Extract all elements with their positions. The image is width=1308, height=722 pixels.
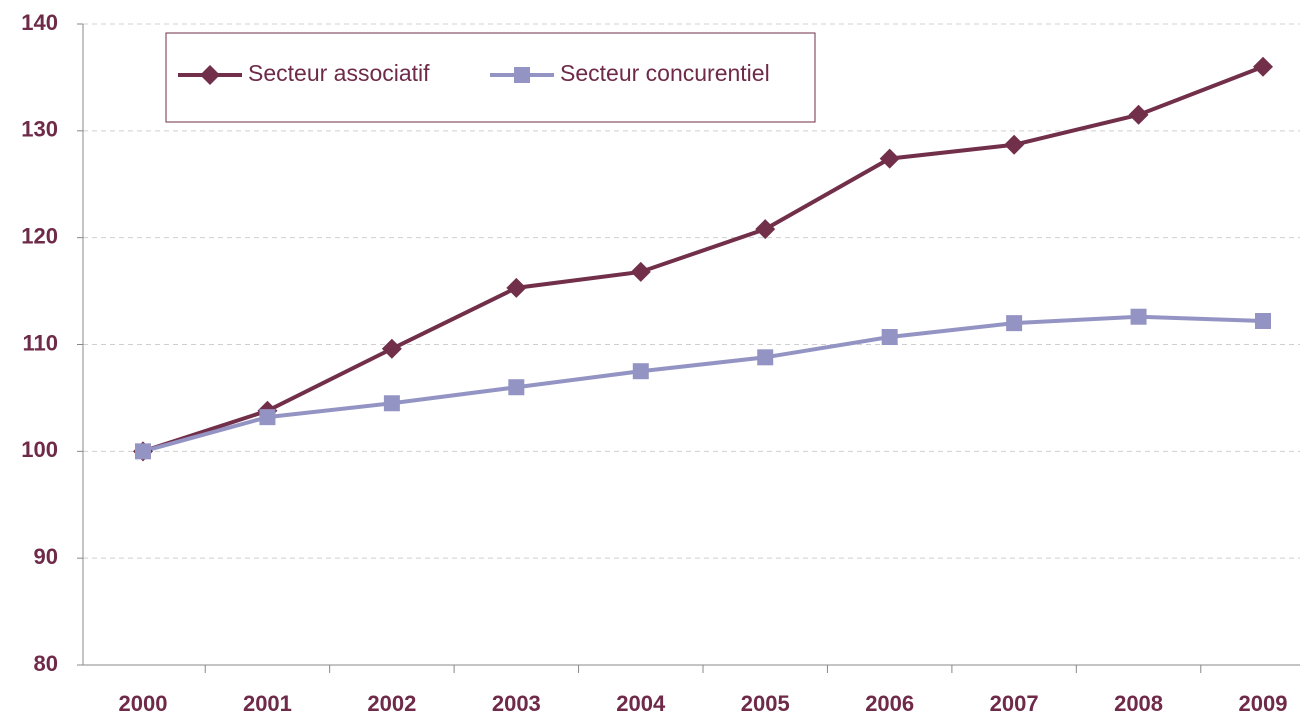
x-tick-label: 2008 xyxy=(1114,691,1163,716)
data-point xyxy=(508,379,525,396)
series-line xyxy=(142,314,1264,454)
y-tick-label: 120 xyxy=(21,223,58,248)
data-point xyxy=(1004,134,1025,155)
data-point xyxy=(879,148,900,169)
data-point xyxy=(1128,104,1149,125)
y-tick-label: 100 xyxy=(21,437,58,462)
y-tick-label: 110 xyxy=(23,330,59,355)
data-point xyxy=(881,329,898,346)
x-tick-label: 2005 xyxy=(741,691,790,716)
data-point xyxy=(1253,56,1273,77)
data-point xyxy=(757,349,774,366)
data-point xyxy=(632,363,649,380)
data-point xyxy=(383,395,400,412)
x-tick-label: 2001 xyxy=(243,691,292,716)
series-line xyxy=(142,64,1264,454)
data-point xyxy=(1255,312,1271,329)
x-tick-label: 2006 xyxy=(865,691,914,716)
x-tick-label: 2009 xyxy=(1239,691,1288,716)
y-tick-label: 80 xyxy=(34,651,58,676)
legend-label: Secteur concurentiel xyxy=(560,60,770,86)
x-tick-label: 2004 xyxy=(616,691,666,716)
y-tick-label: 140 xyxy=(21,10,58,35)
x-tick-label: 2000 xyxy=(119,691,168,716)
y-tick-label: 90 xyxy=(34,544,58,569)
data-point xyxy=(506,277,527,298)
data-point xyxy=(755,219,776,240)
legend-marker xyxy=(514,67,530,83)
x-tick-label: 2007 xyxy=(990,691,1039,716)
x-tick-label: 2002 xyxy=(367,691,416,716)
legend-marker xyxy=(200,65,220,85)
legend-box xyxy=(165,32,816,123)
y-tick-label: 130 xyxy=(21,117,58,142)
data-point xyxy=(135,443,151,460)
data-point xyxy=(630,261,651,282)
x-tick-label: 2003 xyxy=(492,691,541,716)
legend-label: Secteur associatif xyxy=(248,60,430,86)
data-point xyxy=(259,409,276,426)
data-point xyxy=(1130,308,1147,325)
data-point xyxy=(1006,315,1023,332)
data-point xyxy=(381,338,402,359)
